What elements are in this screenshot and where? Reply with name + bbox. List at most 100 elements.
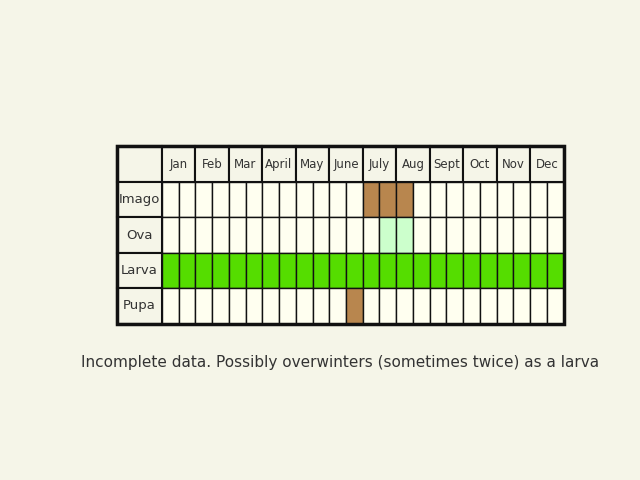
- Bar: [312, 182, 329, 217]
- Bar: [513, 288, 530, 324]
- Bar: [396, 288, 413, 324]
- Bar: [246, 253, 262, 288]
- Text: Incomplete data. Possibly overwinters (sometimes twice) as a larva: Incomplete data. Possibly overwinters (s…: [81, 355, 600, 370]
- Bar: [396, 146, 429, 182]
- Text: Pupa: Pupa: [123, 300, 156, 312]
- Bar: [329, 253, 346, 288]
- Bar: [413, 288, 429, 324]
- Bar: [229, 146, 262, 182]
- Bar: [162, 182, 179, 217]
- Bar: [212, 182, 229, 217]
- Text: Larva: Larva: [121, 264, 158, 277]
- Bar: [447, 253, 463, 288]
- Bar: [447, 217, 463, 253]
- Bar: [480, 288, 497, 324]
- Text: Feb: Feb: [202, 157, 223, 170]
- Bar: [195, 182, 212, 217]
- Bar: [497, 253, 513, 288]
- Text: Imago: Imago: [119, 193, 160, 206]
- Bar: [262, 253, 279, 288]
- Bar: [480, 217, 497, 253]
- Bar: [363, 288, 380, 324]
- Bar: [346, 288, 363, 324]
- Bar: [312, 253, 329, 288]
- Bar: [363, 253, 380, 288]
- Bar: [212, 288, 229, 324]
- Bar: [497, 288, 513, 324]
- Bar: [212, 217, 229, 253]
- Bar: [117, 146, 564, 324]
- Bar: [279, 217, 296, 253]
- Bar: [380, 182, 396, 217]
- Bar: [513, 217, 530, 253]
- Bar: [329, 146, 363, 182]
- Bar: [429, 182, 447, 217]
- Bar: [480, 182, 497, 217]
- Text: Ova: Ova: [126, 228, 153, 241]
- Bar: [212, 253, 229, 288]
- Bar: [117, 253, 162, 288]
- Bar: [513, 182, 530, 217]
- Bar: [179, 182, 195, 217]
- Bar: [463, 146, 497, 182]
- Bar: [195, 146, 229, 182]
- Bar: [396, 182, 413, 217]
- Bar: [530, 288, 547, 324]
- Bar: [429, 146, 463, 182]
- Text: Nov: Nov: [502, 157, 525, 170]
- Text: Mar: Mar: [234, 157, 257, 170]
- Text: May: May: [300, 157, 324, 170]
- Bar: [246, 217, 262, 253]
- Bar: [179, 217, 195, 253]
- Bar: [162, 288, 179, 324]
- Bar: [162, 146, 195, 182]
- Bar: [296, 288, 312, 324]
- Bar: [346, 182, 363, 217]
- Bar: [229, 253, 246, 288]
- Bar: [413, 217, 429, 253]
- Bar: [262, 146, 296, 182]
- Bar: [530, 217, 547, 253]
- Bar: [497, 146, 530, 182]
- Bar: [396, 253, 413, 288]
- Text: Jan: Jan: [170, 157, 188, 170]
- Text: June: June: [333, 157, 359, 170]
- Bar: [279, 253, 296, 288]
- Bar: [530, 146, 564, 182]
- Bar: [229, 288, 246, 324]
- Bar: [530, 253, 547, 288]
- Bar: [547, 288, 564, 324]
- Bar: [547, 253, 564, 288]
- Bar: [329, 182, 346, 217]
- Bar: [312, 217, 329, 253]
- Bar: [380, 217, 396, 253]
- Bar: [380, 253, 396, 288]
- Bar: [413, 182, 429, 217]
- Bar: [413, 253, 429, 288]
- Bar: [246, 182, 262, 217]
- Text: Sept: Sept: [433, 157, 460, 170]
- Bar: [296, 253, 312, 288]
- Bar: [195, 217, 212, 253]
- Text: Aug: Aug: [401, 157, 424, 170]
- Bar: [447, 288, 463, 324]
- Bar: [296, 217, 312, 253]
- Bar: [279, 288, 296, 324]
- Bar: [195, 253, 212, 288]
- Bar: [229, 182, 246, 217]
- Bar: [117, 217, 162, 253]
- Bar: [497, 217, 513, 253]
- Bar: [380, 288, 396, 324]
- Bar: [117, 182, 162, 217]
- Bar: [463, 253, 480, 288]
- Bar: [530, 182, 547, 217]
- Bar: [162, 217, 179, 253]
- Bar: [463, 182, 480, 217]
- Bar: [447, 182, 463, 217]
- Bar: [229, 217, 246, 253]
- Bar: [279, 182, 296, 217]
- Bar: [162, 253, 179, 288]
- Text: Dec: Dec: [536, 157, 558, 170]
- Bar: [497, 182, 513, 217]
- Bar: [547, 182, 564, 217]
